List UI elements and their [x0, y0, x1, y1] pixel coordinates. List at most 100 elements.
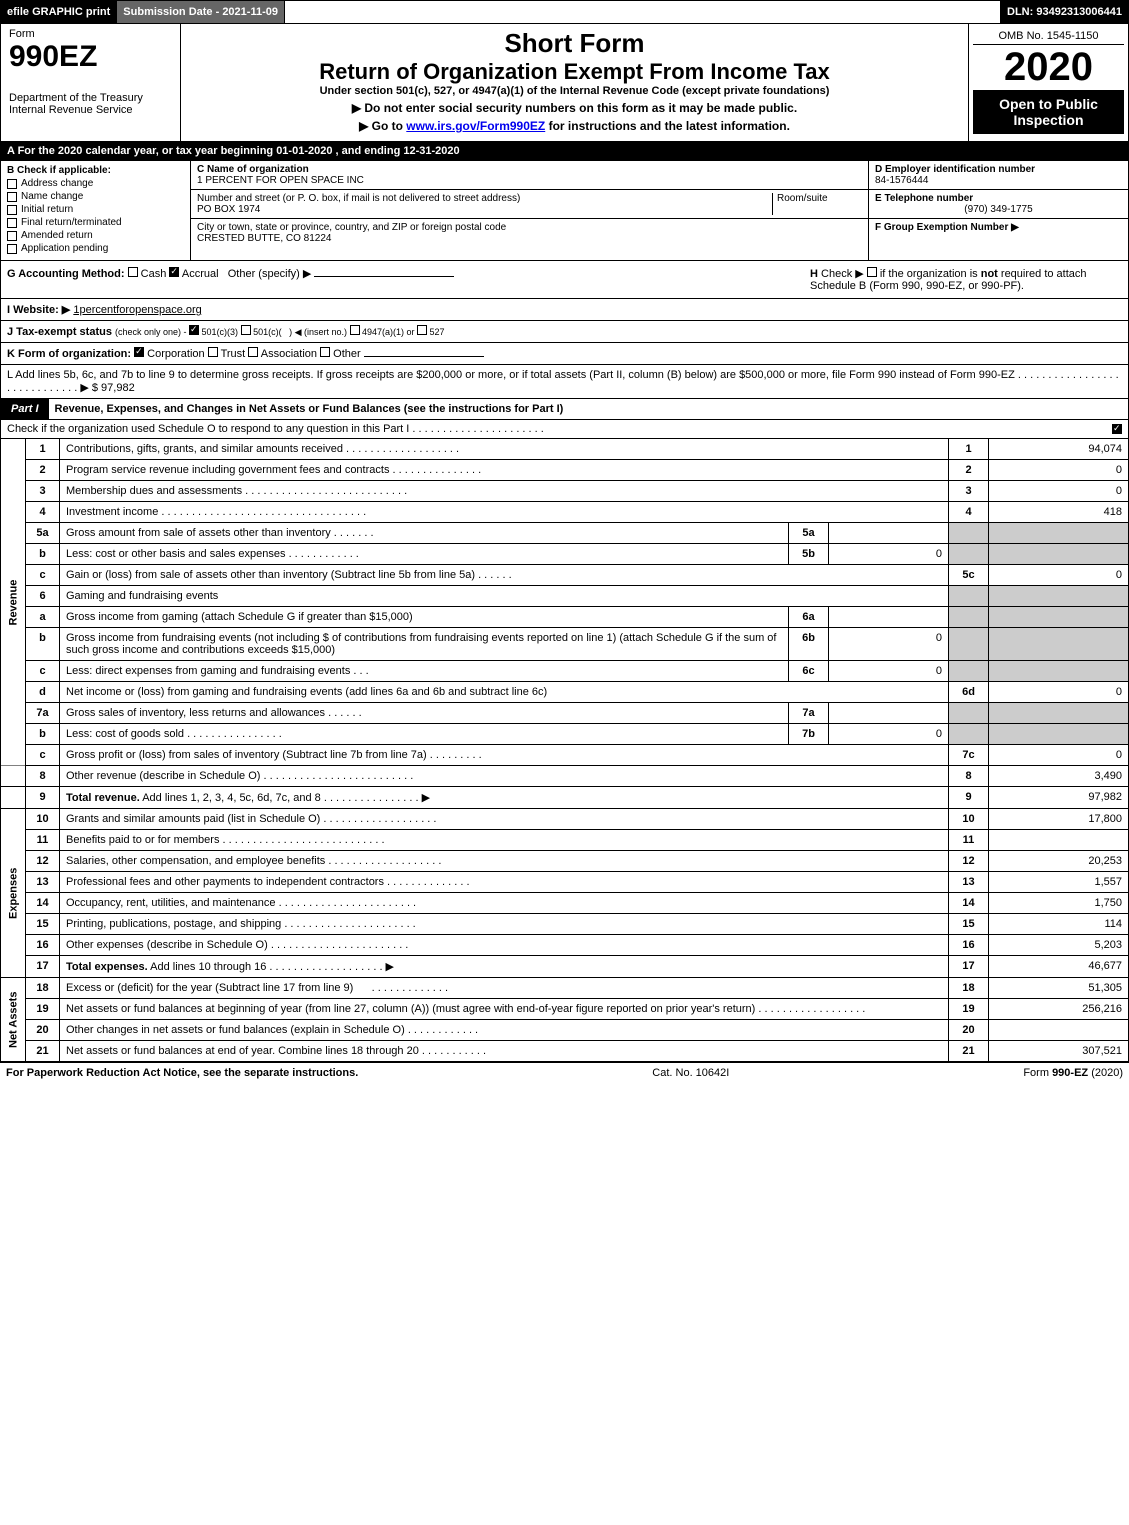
- col-val: 256,216: [989, 999, 1129, 1020]
- line-desc: Grants and similar amounts paid (list in…: [60, 809, 949, 830]
- checkbox-icon[interactable]: [208, 347, 218, 357]
- col-num: 11: [949, 830, 989, 851]
- table-row: Net Assets 18 Excess or (deficit) for th…: [1, 978, 1129, 999]
- checkbox-icon[interactable]: [248, 347, 258, 357]
- col-val: [989, 830, 1129, 851]
- checkbox-icon[interactable]: [350, 325, 360, 335]
- info-grid: B Check if applicable: Address change Na…: [0, 161, 1129, 261]
- check-initial-return[interactable]: Initial return: [7, 204, 184, 215]
- table-row: 16 Other expenses (describe in Schedule …: [1, 935, 1129, 956]
- check-final-return[interactable]: Final return/terminated: [7, 217, 184, 228]
- addr-value: PO BOX 1974: [197, 204, 260, 215]
- col-val: 17,800: [989, 809, 1129, 830]
- line-desc: Gross sales of inventory, less returns a…: [60, 703, 789, 724]
- col-val-shaded: [989, 628, 1129, 661]
- check-application-pending[interactable]: Application pending: [7, 243, 184, 254]
- section-k: K Form of organization: Corporation Trus…: [0, 343, 1129, 365]
- section-f: F Group Exemption Number ▶: [869, 219, 1128, 236]
- col-num: 16: [949, 935, 989, 956]
- formorg-other-input[interactable]: [364, 356, 484, 357]
- line-num: c: [26, 745, 60, 766]
- line-desc: Gross profit or (loss) from sales of inv…: [60, 745, 949, 766]
- col-num: 5c: [949, 565, 989, 586]
- website-label: I Website: ▶: [7, 304, 70, 316]
- checkbox-checked-icon[interactable]: [134, 347, 144, 357]
- col-val: 0: [989, 481, 1129, 502]
- line-desc: Less: cost of goods sold . . . . . . . .…: [60, 724, 789, 745]
- side-blank: [1, 766, 26, 787]
- checkbox-icon[interactable]: [241, 325, 251, 335]
- check-amended-return[interactable]: Amended return: [7, 230, 184, 241]
- sub-val: [829, 607, 949, 628]
- formorg-label: K Form of organization:: [7, 348, 131, 360]
- sub-val: [829, 523, 949, 544]
- checkbox-icon: [7, 205, 17, 215]
- table-row: 3 Membership dues and assessments . . . …: [1, 481, 1129, 502]
- checkbox-checked-icon[interactable]: [169, 267, 179, 277]
- other-specify-input[interactable]: [314, 276, 454, 277]
- checkbox-icon[interactable]: [867, 267, 877, 277]
- table-row: 19 Net assets or fund balances at beginn…: [1, 999, 1129, 1020]
- checkbox-icon[interactable]: [417, 325, 427, 335]
- tax-year: 2020: [973, 45, 1124, 90]
- table-row: 5a Gross amount from sale of assets othe…: [1, 523, 1129, 544]
- col-val: 1,750: [989, 893, 1129, 914]
- part1-check-text: Check if the organization used Schedule …: [7, 423, 544, 435]
- col-val: 94,074: [989, 439, 1129, 460]
- checkbox-icon[interactable]: [128, 267, 138, 277]
- table-row: Expenses 10 Grants and similar amounts p…: [1, 809, 1129, 830]
- part1-title: Revenue, Expenses, and Changes in Net As…: [49, 399, 1128, 419]
- line-num: 10: [26, 809, 60, 830]
- section-g: G Accounting Method: Cash Accrual Other …: [7, 267, 802, 292]
- side-label-netassets: Net Assets: [1, 978, 26, 1062]
- taxexempt-detail: (check only one) - 501(c)(3) 501(c)( ) ◀…: [115, 327, 445, 337]
- short-form-title: Short Form: [189, 28, 960, 59]
- checkbox-checked-icon[interactable]: [189, 325, 199, 335]
- section-a-calendar-year: A For the 2020 calendar year, or tax yea…: [0, 142, 1129, 161]
- section-l: L Add lines 5b, 6c, and 7b to line 9 to …: [0, 365, 1129, 399]
- website-link[interactable]: 1percentforopenspace.org: [73, 304, 201, 316]
- col-num-shaded: [949, 724, 989, 745]
- addr-block: Number and street (or P. O. box, if mail…: [191, 190, 868, 219]
- col-val: 5,203: [989, 935, 1129, 956]
- line-num: 21: [26, 1041, 60, 1062]
- city-block: City or town, state or province, country…: [191, 219, 868, 247]
- col-num: 10: [949, 809, 989, 830]
- omb-number: OMB No. 1545-1150: [973, 28, 1124, 45]
- table-row: 20 Other changes in net assets or fund b…: [1, 1020, 1129, 1041]
- city-label: City or town, state or province, country…: [197, 222, 506, 233]
- line-num: b: [26, 724, 60, 745]
- irs-link[interactable]: www.irs.gov/Form990EZ: [406, 119, 545, 133]
- line-desc: Other revenue (describe in Schedule O) .…: [60, 766, 949, 787]
- col-num: 21: [949, 1041, 989, 1062]
- checkbox-checked-icon[interactable]: [1112, 424, 1122, 434]
- col-num: 8: [949, 766, 989, 787]
- line-num: a: [26, 607, 60, 628]
- checkbox-icon[interactable]: [320, 347, 330, 357]
- room-suite-label: Room/suite: [772, 193, 862, 215]
- line-num: 7a: [26, 703, 60, 724]
- sub-val: 0: [829, 661, 949, 682]
- sub-val: 0: [829, 724, 949, 745]
- line-desc: Other changes in net assets or fund bala…: [60, 1020, 949, 1041]
- line-num: 5a: [26, 523, 60, 544]
- sub-val: 0: [829, 544, 949, 565]
- col-num: 2: [949, 460, 989, 481]
- line-num: 2: [26, 460, 60, 481]
- efile-print-button[interactable]: efile GRAPHIC print: [1, 1, 117, 23]
- col-val: 0: [989, 745, 1129, 766]
- check-address-change[interactable]: Address change: [7, 178, 184, 189]
- check-name-change[interactable]: Name change: [7, 191, 184, 202]
- line-desc: Net income or (loss) from gaming and fun…: [60, 682, 949, 703]
- line-num: c: [26, 661, 60, 682]
- sub-num: 6c: [789, 661, 829, 682]
- ssn-notice: ▶ Do not enter social security numbers o…: [189, 101, 960, 115]
- col-num: 4: [949, 502, 989, 523]
- goto-suffix: for instructions and the latest informat…: [549, 119, 790, 133]
- line-num: 14: [26, 893, 60, 914]
- sub-val: 0: [829, 628, 949, 661]
- form-number: 990EZ: [9, 40, 172, 74]
- sub-num: 5b: [789, 544, 829, 565]
- check-label: Amended return: [21, 230, 93, 241]
- col-num-shaded: [949, 607, 989, 628]
